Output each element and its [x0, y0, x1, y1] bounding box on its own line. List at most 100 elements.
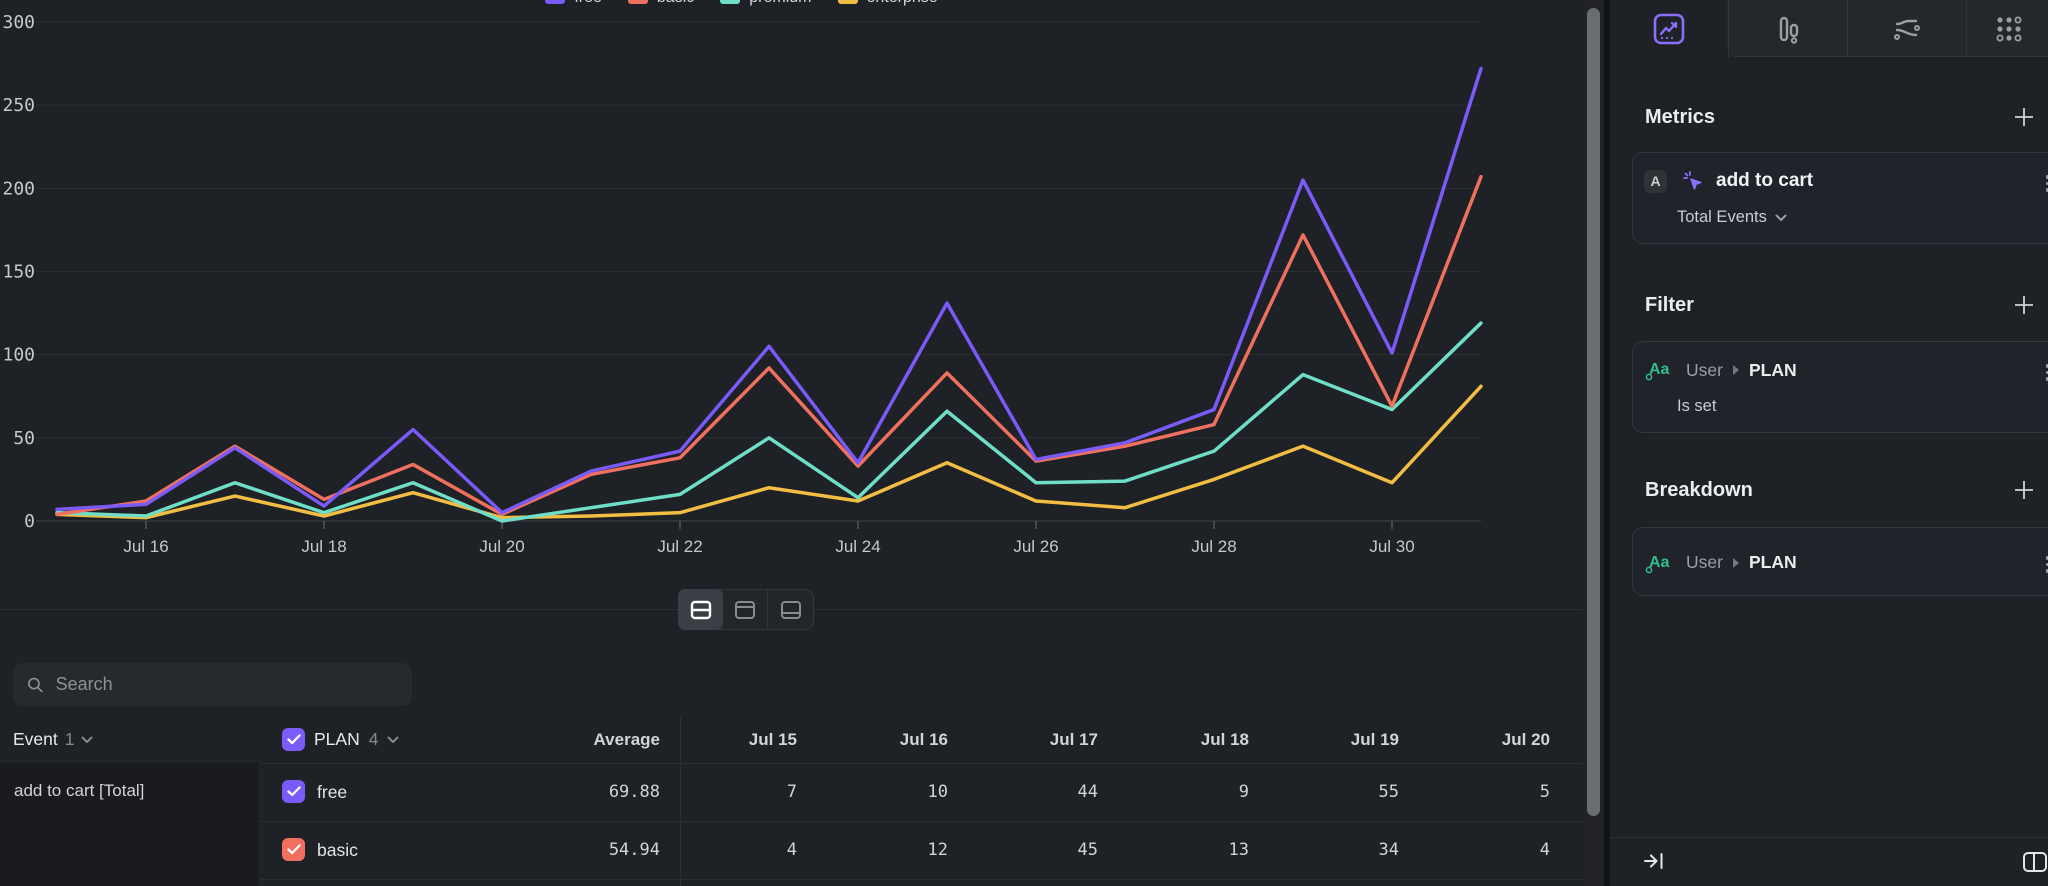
cell-value: 7 [786, 782, 797, 802]
y-axis-label: 100 [2, 345, 35, 366]
legend-label: enterprise [867, 0, 938, 7]
x-axis-label: Jul 30 [1369, 537, 1414, 556]
filter-scope: User [1686, 359, 1723, 380]
column-header-average[interactable]: Average [593, 729, 660, 749]
search-input[interactable] [55, 674, 398, 695]
breadcrumb-arrow-icon [1732, 365, 1739, 375]
series-line-premium [55, 321, 1483, 523]
tab-more-charts[interactable] [1966, 0, 2048, 57]
metric-kebab-menu[interactable] [2042, 171, 2048, 196]
breakdown-property-path: User PLAN [1686, 552, 1797, 573]
chevron-down-icon[interactable] [387, 736, 399, 744]
table-row[interactable]: free 69.88 7 10 44 9 55 5 [0, 763, 1583, 821]
legend-label: free [574, 0, 602, 7]
cell-value: 12 [927, 840, 948, 860]
y-axis-label: 50 [13, 428, 35, 449]
main-panel: 0 50 100 150 200 250 300 Jul 16 Jul 18 Jul 20 Jul … [0, 0, 1583, 886]
cell-value: 5 [677, 879, 797, 886]
series-name: free [317, 781, 348, 802]
metrics-title: Metrics [1645, 105, 1716, 128]
panel-layout-icon[interactable] [2022, 851, 2048, 878]
flows-icon [1893, 19, 1920, 40]
breakdown-section-header: Breakdown [1645, 478, 2036, 502]
event-header-label: Event [13, 729, 58, 749]
y-axis-label: 200 [2, 178, 35, 199]
average-value: 69.88 [608, 782, 660, 802]
metric-group-label: add to cart [Total] [14, 781, 145, 800]
legend-swatch [627, 0, 648, 4]
metric-measure-dropdown[interactable]: Total Events [1677, 208, 1787, 227]
legend-item-enterprise[interactable]: enterprise [837, 0, 938, 10]
tab-flows[interactable] [1847, 0, 1965, 57]
series-line-enterprise [55, 384, 1483, 520]
line-chart-icon [1653, 13, 1685, 44]
filter-property-name: PLAN [1748, 359, 1797, 380]
series-checkbox[interactable] [282, 838, 305, 861]
collapse-sidebar-icon[interactable] [1643, 851, 1667, 876]
x-axis-label: Jul 24 [835, 537, 880, 556]
y-axis-label: 0 [24, 511, 35, 532]
row-separator [260, 879, 1583, 880]
bar-chart-icon [1779, 16, 1798, 44]
split-view-button[interactable] [678, 589, 723, 630]
cell-value: 44 [1077, 782, 1098, 802]
cell-value: 10 [927, 782, 948, 802]
filter-title: Filter [1645, 293, 1694, 316]
breakdown-kebab-menu[interactable] [2042, 552, 2048, 577]
column-header-date[interactable]: Jul 20 [1501, 729, 1550, 749]
top-panel-view-button[interactable] [722, 590, 768, 629]
filter-kebab-menu[interactable] [2042, 360, 2048, 385]
filter-card[interactable]: Aa User PLAN Is set [1632, 341, 2048, 433]
tab-bar-chart[interactable] [1728, 0, 1846, 57]
metric-group-cell: add to cart [Total] [0, 763, 260, 886]
table-row[interactable]: premium 33.00 5 3 23 5 23 0 [0, 879, 1583, 886]
legend-item-free[interactable]: free [545, 0, 602, 10]
scrollbar-thumb[interactable] [1587, 8, 1600, 816]
legend-swatch [545, 0, 566, 4]
column-header-date[interactable]: Jul 15 [748, 729, 797, 749]
bottom-panel-view-button[interactable] [768, 590, 813, 629]
filter-property-path: User PLAN [1686, 360, 1797, 381]
sidebar-footer [1610, 837, 2048, 886]
series-line-basic [55, 174, 1483, 517]
plus-icon [2015, 296, 2033, 314]
tab-line-chart[interactable] [1610, 0, 1728, 57]
metric-measure-label: Total Events [1677, 208, 1767, 226]
series-checkbox[interactable] [282, 780, 305, 803]
add-metric-button[interactable] [2012, 105, 2036, 129]
average-value: 54.94 [608, 840, 660, 860]
plan-column-header: PLAN 4 [282, 716, 399, 763]
chart-legend: free basic premium enterprise [0, 0, 1533, 10]
row-separator [260, 763, 1583, 764]
table-row[interactable]: basic 54.94 4 12 45 13 34 4 [0, 821, 1583, 879]
row-separator [260, 821, 1583, 822]
x-axis-label: Jul 28 [1191, 537, 1236, 556]
layout-toggle [678, 589, 814, 630]
svg-text:Aa: Aa [1649, 554, 1670, 571]
plan-select-all-checkbox[interactable] [282, 728, 305, 751]
metric-card[interactable]: A add to cart Total Events [1632, 152, 2048, 244]
breakdown-card[interactable]: Aa User PLAN [1632, 527, 2048, 596]
split-view-icon [690, 600, 711, 619]
filter-condition-dropdown[interactable]: Is set [1677, 397, 1716, 416]
metric-letter-badge: A [1644, 169, 1667, 193]
legend-item-basic[interactable]: basic [627, 0, 694, 10]
filter-condition-label: Is set [1677, 397, 1717, 415]
column-header-date[interactable]: Jul 16 [899, 729, 948, 749]
column-header-date[interactable]: Jul 17 [1049, 729, 1098, 749]
x-axis-label: Jul 26 [1013, 537, 1058, 556]
column-header-date[interactable]: Jul 19 [1350, 729, 1399, 749]
event-column-header[interactable]: Event 1 [13, 716, 93, 763]
column-header-date[interactable]: Jul 18 [1200, 729, 1249, 749]
x-axis-label: Jul 18 [301, 537, 346, 556]
query-builder-sidebar: Metrics A add to cart [1610, 0, 2048, 886]
cell-value: 45 [1077, 840, 1098, 860]
add-breakdown-button[interactable] [2012, 478, 2036, 502]
add-filter-button[interactable] [2012, 293, 2036, 317]
chevron-down-icon[interactable] [81, 736, 93, 744]
series-name: premium [317, 879, 385, 886]
average-column-divider [680, 716, 681, 886]
legend-item-premium[interactable]: premium [720, 0, 812, 10]
plan-count: 4 [368, 729, 379, 749]
